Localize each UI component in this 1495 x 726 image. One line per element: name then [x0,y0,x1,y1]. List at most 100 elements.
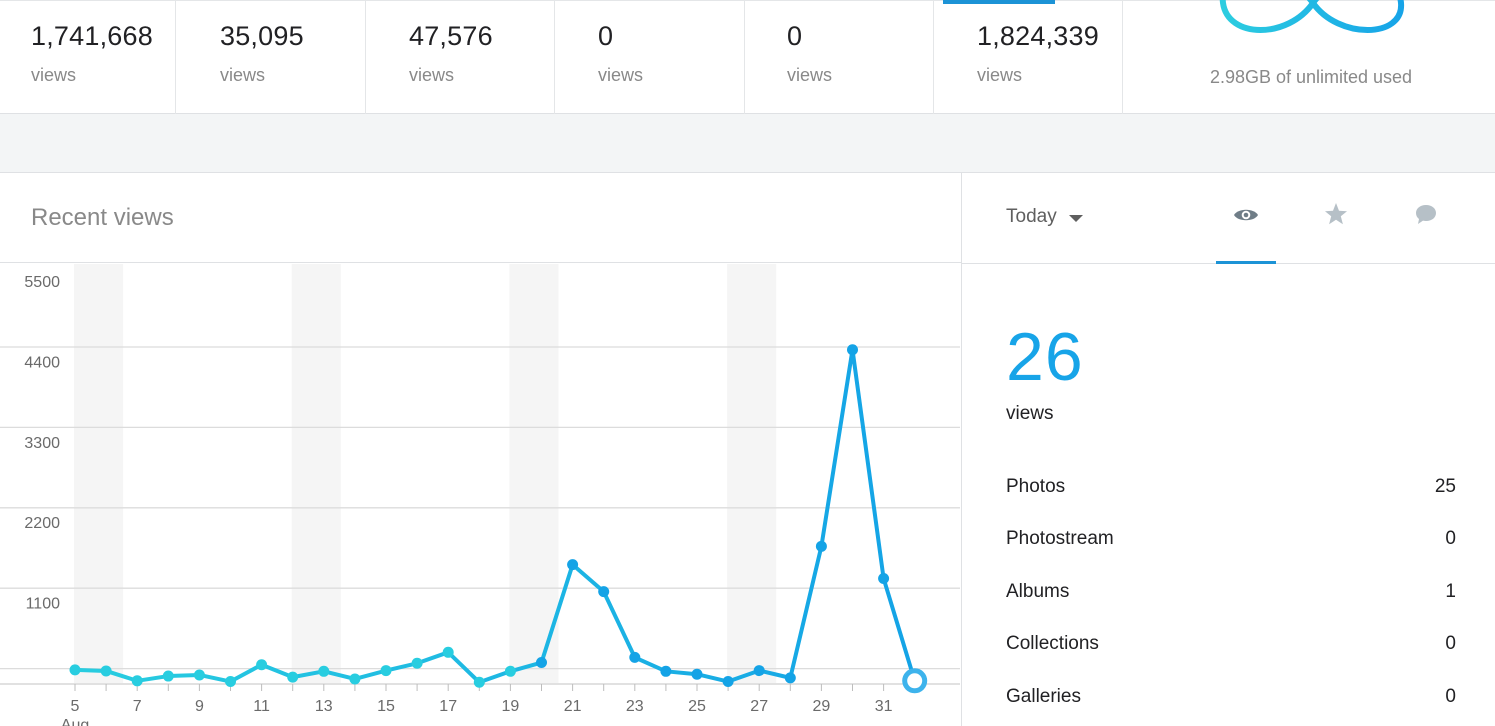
breakdown-label: Photostream [1006,528,1114,549]
eye-icon [1234,209,1258,221]
weekend-band [509,264,559,683]
x-tick-label: 7 [133,698,142,715]
data-point [193,669,205,681]
x-tick-label: 17 [439,698,457,715]
tab-comments[interactable] [1396,193,1456,263]
y-tick-label: 3300 [24,435,60,452]
data-point [878,572,890,584]
stat-value: 0 [787,21,803,51]
weekend-band [291,264,341,683]
data-point [349,673,361,685]
infinity-icon [1219,0,1405,33]
data-point [256,659,268,671]
breakdown-value: 1 [1445,581,1456,602]
breakdown-row[interactable]: Collections 0 [1006,633,1456,655]
data-point [162,670,174,682]
data-point [722,676,734,688]
data-point [69,664,81,676]
breakdown-value: 0 [1445,528,1456,549]
recent-views-chart[interactable]: 5500 4400 3300 2200 1100 5 7 9 11 13 15 17 19 21 23 25 2… [0,264,960,726]
data-point [131,675,143,687]
data-point-current [902,668,928,694]
period-label: Today [1006,206,1057,227]
total-views-label: views [1006,403,1054,424]
comment-icon [1416,205,1436,224]
data-point [598,586,610,598]
data-point [318,665,330,677]
stat-value: 35,095 [220,21,304,51]
breakdown-row[interactable]: Photostream 0 [1006,528,1456,550]
data-point [411,657,423,669]
data-point [847,344,858,356]
data-point [225,676,236,688]
breakdown-row[interactable]: Albums 1 [1006,581,1456,603]
y-tick-label: 4400 [24,354,60,371]
data-point [100,665,112,677]
x-tick-label: 5 [71,698,80,715]
tab-favorites[interactable] [1306,193,1366,263]
breakdown-label: Photos [1006,476,1066,497]
stat-card[interactable]: 1,741,668 views [0,1,176,114]
series-line [74,347,917,685]
stat-card[interactable]: 47,576 views [366,1,555,114]
data-point [660,665,672,677]
recent-views-panel: Recent views 5500 4400 3300 2200 1100 5 7 9 11 13… [0,173,962,726]
breakdown-row[interactable]: Photos 25 [1006,476,1456,498]
data-point [567,559,579,571]
data-point [287,671,299,683]
data-point [536,657,547,669]
stat-card[interactable]: 0 views [745,1,934,114]
x-tick-label: 9 [195,698,204,715]
y-tick-label: 1100 [26,596,61,613]
section-divider-band [0,114,1495,173]
stat-card[interactable]: 0 views [555,1,745,114]
star-icon [1325,203,1347,225]
x-tick-label: 31 [875,698,893,715]
breakdown-value: 0 [1445,686,1456,707]
x-tick-label: 27 [750,698,768,715]
stat-label: views [787,65,833,85]
data-point [629,651,641,663]
summary-header: Today [962,173,1495,264]
stat-value: 1,824,339 [977,21,1099,51]
chart-title: Recent views [31,204,174,231]
data-point [473,676,485,688]
data-point [442,646,454,658]
stat-value: 1,741,668 [31,21,153,51]
stat-card[interactable]: 35,095 views [176,1,366,114]
storage-usage: 2.98GB of unlimited used [1123,0,1495,114]
tab-views[interactable] [1216,193,1276,264]
y-tick-label: 5500 [24,274,60,291]
weekend-band [727,264,777,683]
caret-down-icon [1068,214,1083,222]
breakdown-row[interactable]: Galleries 0 [1006,686,1456,708]
stats-strip: 1,741,668 views 35,095 views 47,576 view… [0,0,1495,114]
stat-label: views [598,65,644,85]
breakdown-label: Collections [1006,633,1099,654]
chart-header: Recent views [0,173,961,263]
x-month-label: Aug [61,717,89,726]
storage-text: 2.98GB of unlimited used [1209,67,1413,87]
stat-card-selected[interactable]: 1,824,339 views [934,0,1123,114]
x-tick-label: 15 [377,698,395,715]
breakdown-value: 25 [1434,476,1456,497]
x-tick-label: 29 [813,698,831,715]
views-summary-panel: Today 26 views Photos 25 Photostream 0 [962,173,1495,726]
data-point [691,668,703,680]
stat-label: views [31,65,77,85]
total-views-count: 26 [1006,319,1084,395]
stat-label: views [220,65,266,85]
data-point [504,665,516,677]
x-tick-label: 21 [564,698,582,715]
data-point [815,540,827,552]
period-dropdown[interactable]: Today [1006,206,1083,228]
x-tick-label: 11 [253,698,270,715]
breakdown-label: Galleries [1006,686,1081,707]
weekend-band [74,264,124,683]
stat-label: views [409,65,455,85]
data-point [380,665,392,677]
stat-value: 47,576 [409,21,493,51]
data-point [784,672,796,684]
x-tick-label: 23 [626,698,644,715]
y-tick-label: 2200 [24,515,60,532]
